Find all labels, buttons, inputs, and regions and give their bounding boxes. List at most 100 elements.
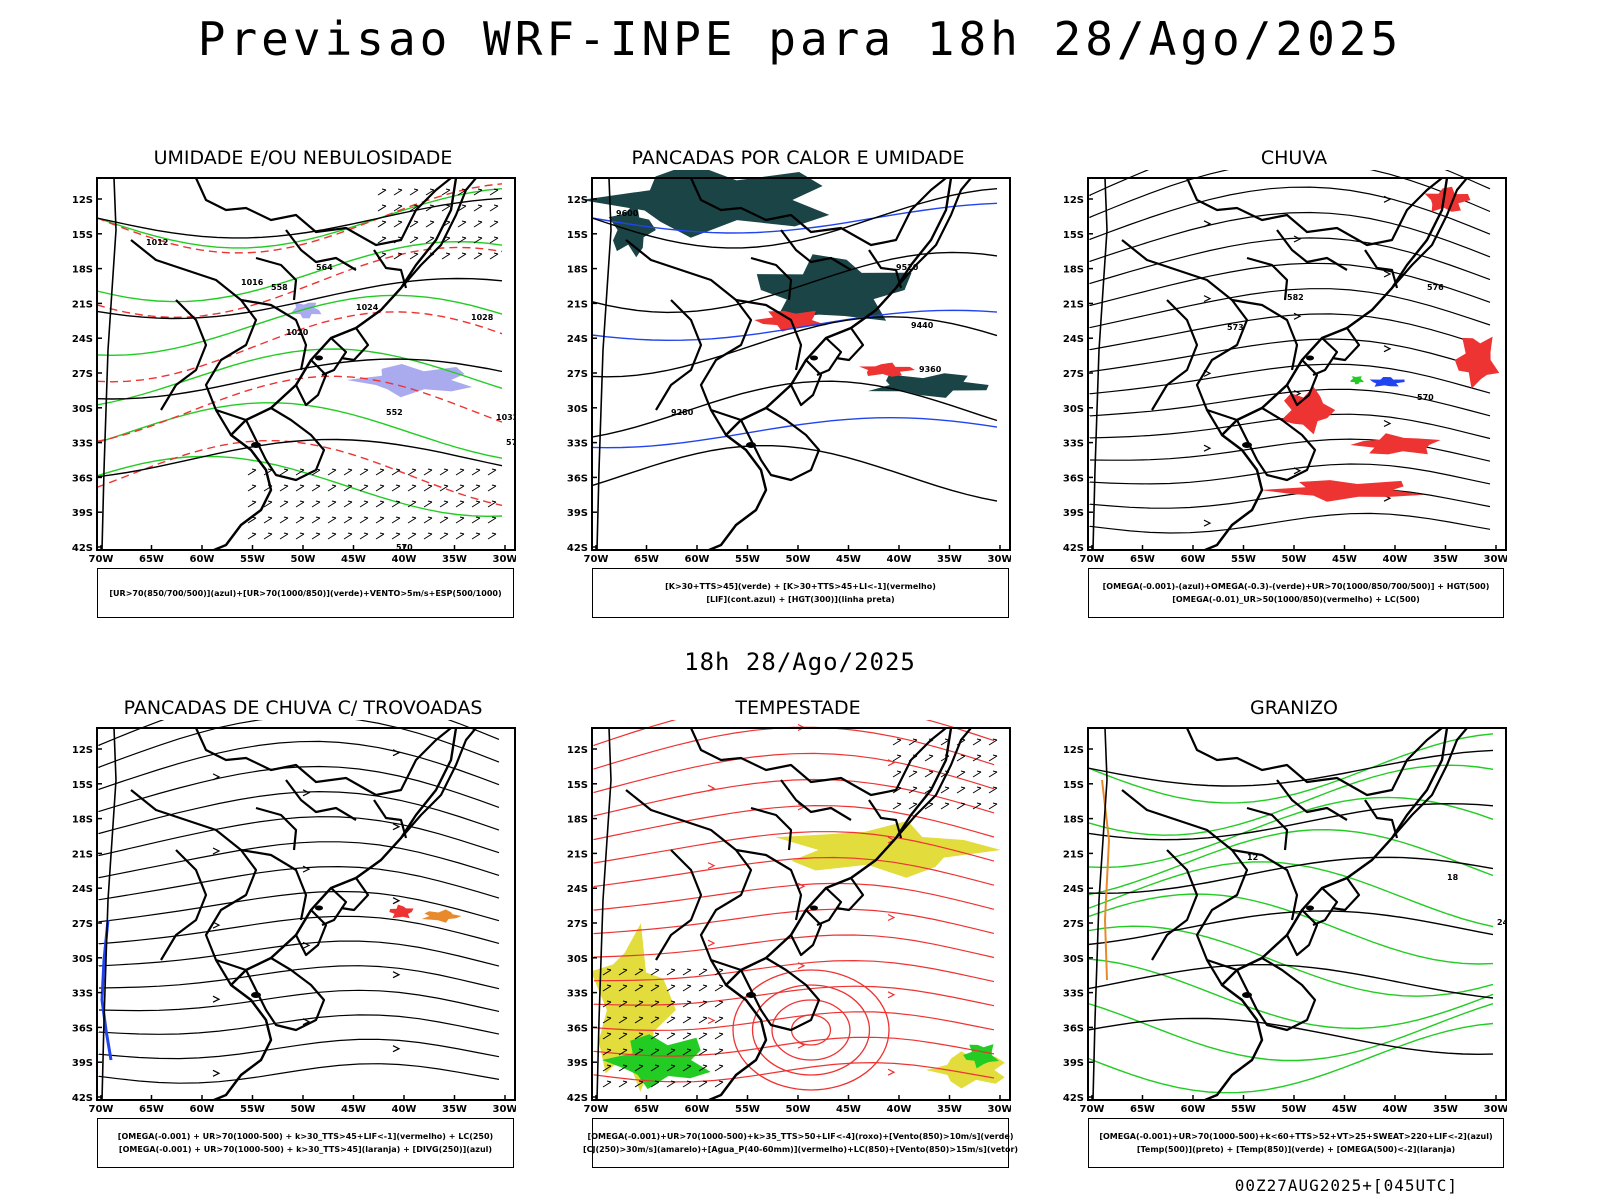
border-line [340,877,370,912]
wind-vector [391,500,401,508]
lake-marker [810,355,818,361]
wind-vector [441,204,451,212]
wind-vector [489,252,499,260]
border-line [1331,877,1361,912]
wind-vector [409,236,419,244]
lon-tick-label: 40W [887,1104,912,1115]
streamline-arrow [1293,467,1302,475]
lat-tick-label: 36S [72,1023,93,1034]
border-line [735,298,803,371]
wind-vector [359,484,369,492]
lat-tick-label: 30S [1063,404,1084,415]
border-line [1231,848,1299,921]
wind-vector [391,532,401,540]
border-line [1364,799,1399,839]
contour-line [1087,925,1494,997]
streamline [1089,186,1491,240]
border-line [1364,249,1399,289]
lake-marker [746,442,756,448]
map-chuva: 582 576 570 573 12S 15S 18S 21S 24S 27S 30S 33S 36S 3… [1047,170,1507,570]
humidity-high-level-area [346,364,473,398]
wind-vector [439,516,449,524]
streamline [1089,388,1491,417]
border-line [160,849,208,961]
pressure-contours [96,197,503,478]
wind-vector [988,738,998,746]
wind-vector [682,1032,692,1040]
lat-tick-label: 21S [1063,849,1084,860]
wind-vector [714,984,724,992]
legend-tempestade: [OMEGA(-0.001)+UR>70(1000-500)+k>35_TTS>… [583,1118,1018,1168]
panel-title-chuva: CHUVA [1260,147,1328,169]
wind-vector [924,802,934,810]
wind-vector [295,484,305,492]
wind-vector [343,500,353,508]
andes-border [596,727,612,1101]
lat-tick-label: 42S [72,543,93,554]
wind-vector [263,532,273,540]
wind-vector [425,236,435,244]
border-line [780,229,852,271]
border-line [868,799,903,839]
contour-label: 9440 [911,321,934,330]
lat-tick-label: 24S [72,334,93,345]
contour-line [1087,749,1494,787]
lat-tick-label: 39S [72,1058,93,1069]
lat-tick-label: 21S [72,849,93,860]
lake-marker [251,442,261,448]
lat-tick-label: 30S [72,954,93,965]
lat-tick-label: 27S [567,369,588,380]
wind-vector [457,220,467,228]
wind-vector [618,984,628,992]
contour-line [1087,764,1494,836]
border-line [689,727,947,797]
legend-line: [CJ(250)>30m/s](amarelo)+[Agua_P(40-60mm… [582,1145,1019,1154]
wind-vector [457,204,467,212]
coastline [213,727,458,1102]
wind-vector [650,1080,660,1088]
streamline-arrow [392,823,401,831]
lat-tick-label: 12S [567,745,588,756]
lat-tick-label: 39S [72,508,93,519]
unstable-area [867,373,989,398]
wind-vector [634,1048,644,1056]
streamline-arrow [302,865,311,873]
streamline [98,816,500,857]
wind-vector [423,484,433,492]
lon-tick-label: 35W [937,1104,962,1115]
wind-vector [634,1032,644,1040]
lat-tick-label: 30S [567,954,588,965]
wind-vector [489,220,499,228]
lon-tick-label: 45W [836,1104,861,1115]
streamline-arrow [887,1068,896,1076]
wind-vector [377,204,387,212]
contour-label: 1020 [286,328,309,337]
wind-vector [423,516,433,524]
wind-vector [295,516,305,524]
border-line [194,177,452,247]
lon-tick-label: 50W [1282,554,1307,565]
wind-vector [634,1080,644,1088]
wind-vector [618,1000,628,1008]
country-borders [1092,727,1468,1102]
contour-label: 1032 [496,413,516,422]
contour-line [96,277,503,320]
legend-chuva: [OMEGA(-0.001)-(azul)+OMEGA(-0.3)-(verde… [1088,568,1504,618]
streamline [593,1061,995,1083]
border-line [321,887,348,927]
map-pancadas-calor: 9600 9520 9440 9360 9280 12S 15S 18S 21S 24S 27S 30… [551,170,1011,570]
lat-tick-label: 33S [567,989,588,1000]
wind-vector [714,1016,724,1024]
streamline [593,752,995,793]
streamline-arrow [302,1018,311,1026]
wind-vector [698,984,708,992]
wind-vector [327,500,337,508]
lon-tick-label: 65W [634,554,659,565]
wind-vector [359,532,369,540]
lon-tick-label: 45W [341,554,366,565]
lat-tick-label: 27S [72,369,93,380]
lat-tick-label: 24S [1063,884,1084,895]
streamline-arrow [797,962,806,970]
wind-vector [375,532,385,540]
streamline-arrow [302,789,311,797]
